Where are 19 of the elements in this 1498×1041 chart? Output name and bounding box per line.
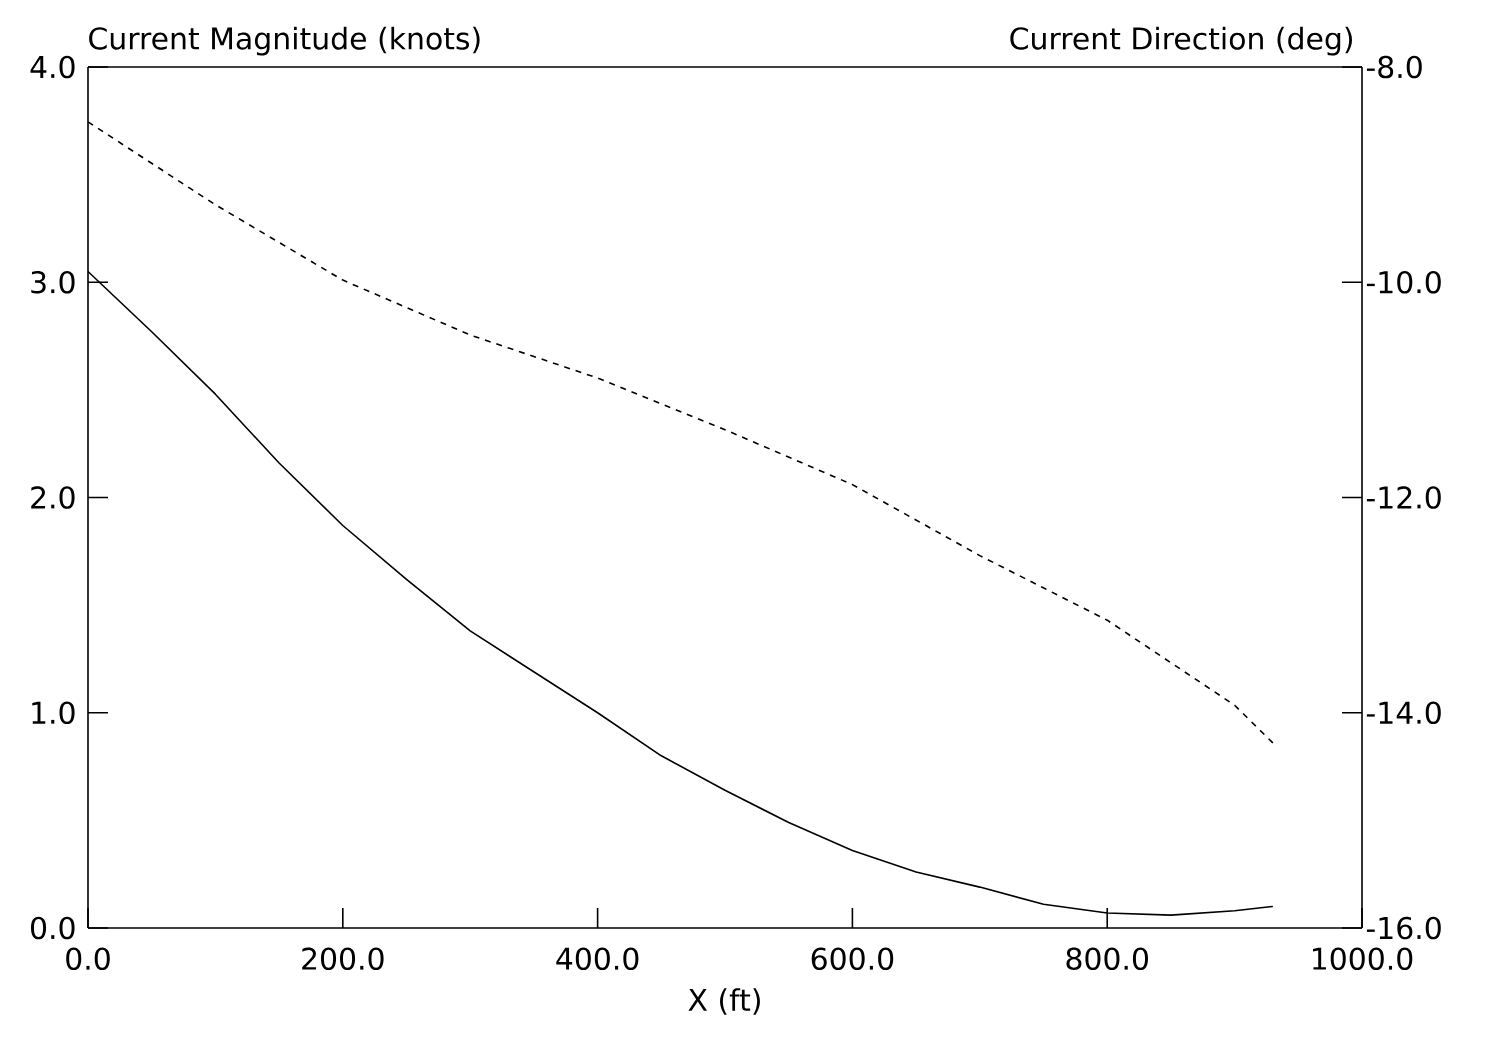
- y2-tick-label: -16.0: [1366, 916, 1441, 940]
- y-axis-title: Current Magnitude (knots): [89, 26, 480, 56]
- x-tick-label: 200.0: [302, 947, 384, 971]
- y-tick-label: 4.0: [30, 55, 75, 79]
- x-tick-label: 1000.0: [1313, 947, 1413, 971]
- y2-tick-label: -12.0: [1366, 486, 1441, 509]
- y-tick-label: 2.0: [31, 486, 75, 509]
- x-tick-label: 0.0: [66, 947, 110, 971]
- x-tick-label: 600.0: [811, 947, 894, 971]
- x-tick-label: 800.0: [1066, 947, 1148, 971]
- y-tick-label: 3.0: [31, 270, 75, 294]
- x-axis-title: X (ft): [688, 988, 760, 1015]
- y2-tick-label: -8.0: [1366, 55, 1422, 79]
- x-tick-label: 400.0: [556, 947, 639, 971]
- y2-tick-label: -10.0: [1366, 270, 1441, 294]
- y-tick-label: 1.0: [32, 701, 75, 725]
- y2-axis-title: Current Direction (deg): [1010, 26, 1352, 56]
- y2-tick-label: -14.0: [1366, 701, 1441, 725]
- y-tick-label: 0.0: [31, 916, 75, 940]
